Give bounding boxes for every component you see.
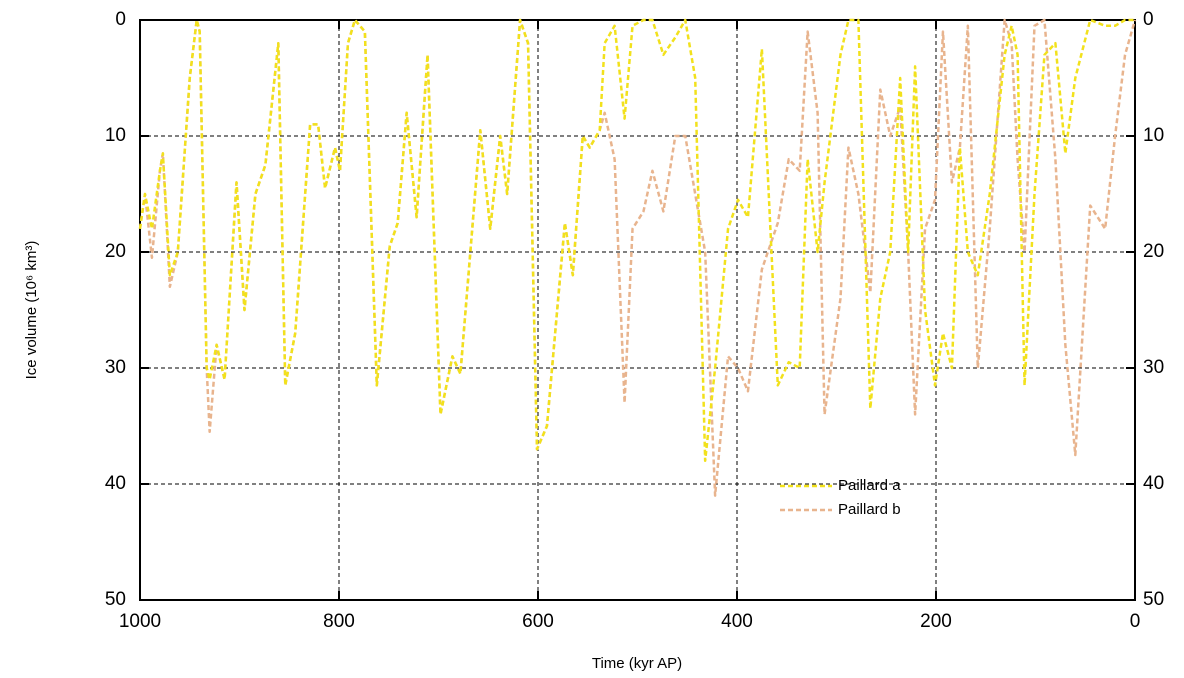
- y2-tick-label: 40: [1143, 473, 1164, 494]
- y2-tick-label: 0: [1143, 9, 1154, 30]
- x-tick-label: 1000: [119, 611, 161, 632]
- y-tick-label: 30: [105, 357, 126, 378]
- x-tick-label: 0: [1130, 611, 1141, 632]
- plot-frame: [139, 19, 1136, 601]
- series-line: [138, 18, 1137, 497]
- x-tick-label: 400: [721, 611, 753, 632]
- legend-label: Paillard b: [838, 501, 901, 518]
- y2-tick-label: 20: [1143, 241, 1164, 262]
- x-axis-label: Time (kyr AP): [592, 655, 682, 672]
- y2-tick-label: 30: [1143, 357, 1164, 378]
- series-line: [138, 18, 1135, 463]
- y2-tick-label: 10: [1143, 125, 1164, 146]
- y-axis-label: Ice volume (10⁶ km³): [23, 241, 40, 380]
- y-tick-label: 20: [105, 241, 126, 262]
- y-tick-label: 0: [115, 9, 126, 30]
- y-tick-label: 40: [105, 473, 126, 494]
- legend-label: Paillard a: [838, 477, 901, 494]
- x-tick-label: 600: [522, 611, 554, 632]
- y2-tick-label: 50: [1143, 589, 1164, 610]
- x-tick-label: 800: [323, 611, 355, 632]
- x-tick-label: 200: [920, 611, 952, 632]
- y-tick-label: 50: [105, 589, 126, 610]
- y-tick-label: 10: [105, 125, 126, 146]
